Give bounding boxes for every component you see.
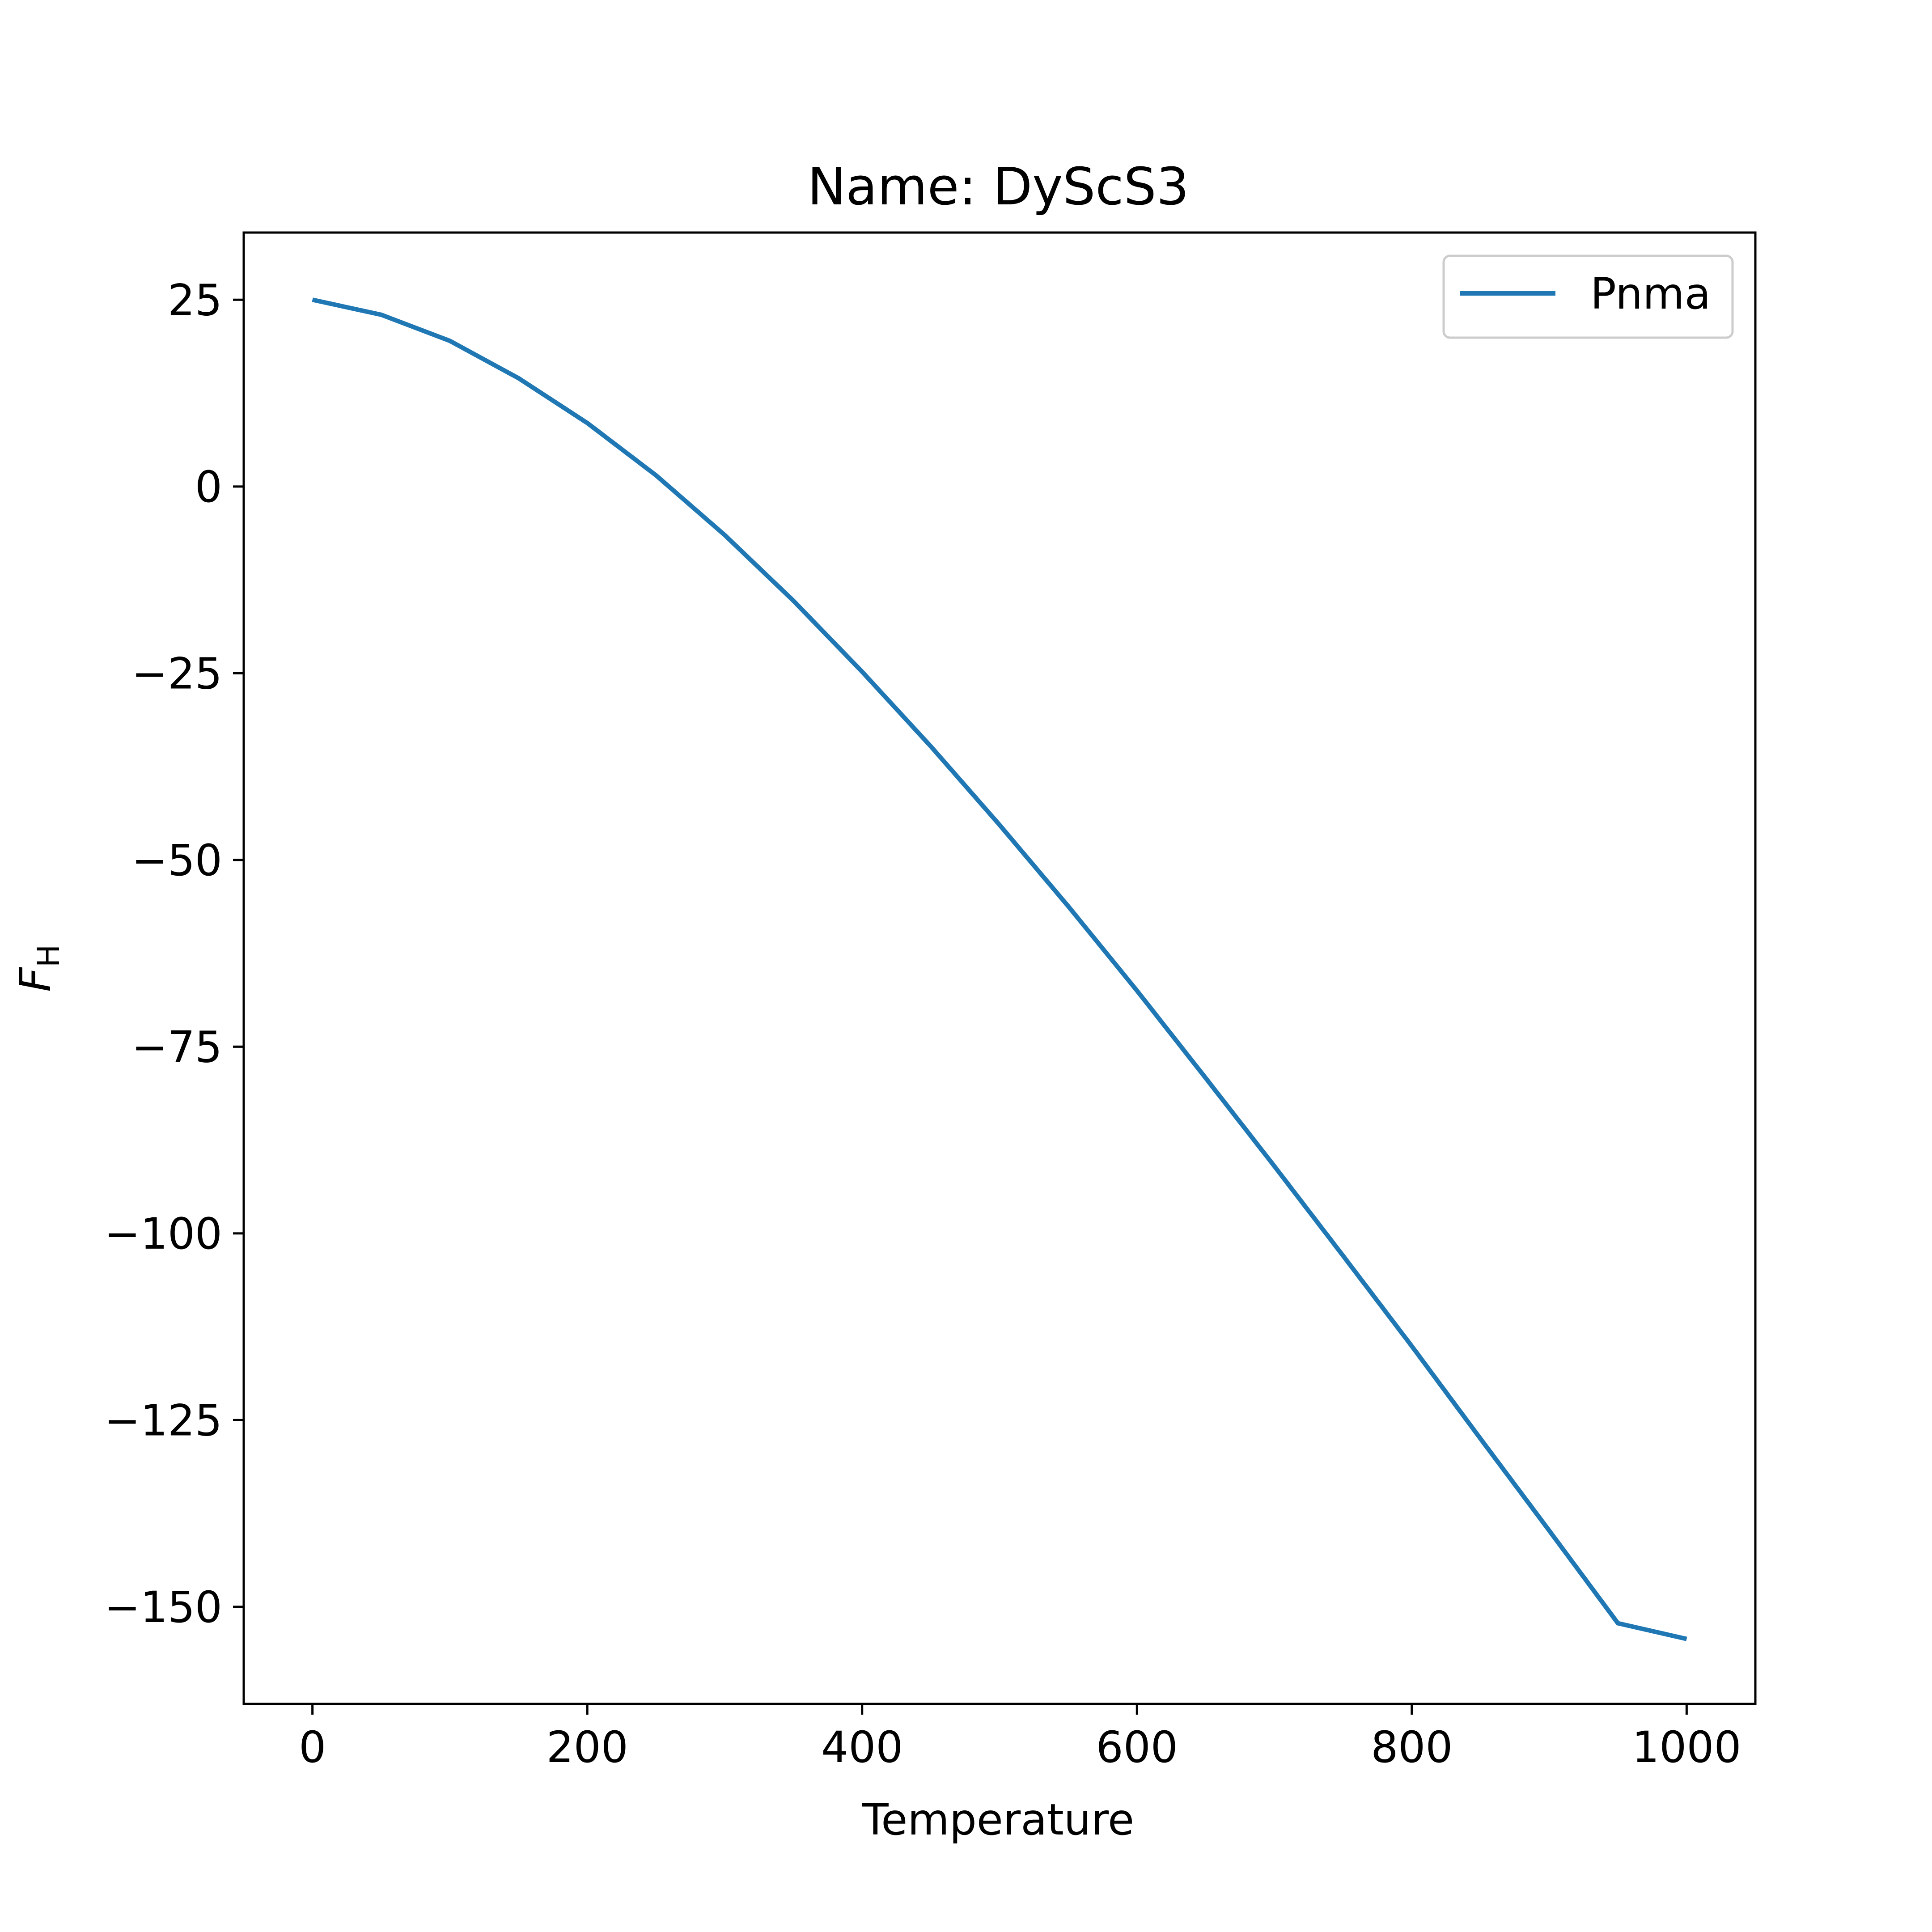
y-tick-label: 0: [195, 462, 222, 512]
y-tick-label: −50: [131, 835, 222, 886]
y-tick-label: −75: [131, 1022, 222, 1072]
x-axis-ticks: 0 200 400 600 800 1000: [299, 1704, 1741, 1772]
y-axis-label-sub: H: [31, 945, 67, 967]
y-axis-label-main: F: [10, 966, 60, 992]
x-tick-label: 400: [821, 1722, 903, 1772]
legend-label-pnma: Pnma: [1590, 269, 1711, 319]
legend: Pnma: [1442, 254, 1734, 339]
y-axis-ticks: 25 0 −25 −50 −75 −100 −125 −150: [104, 275, 244, 1632]
x-tick-label: 800: [1371, 1722, 1453, 1772]
y-tick-label: −100: [104, 1209, 222, 1259]
x-axis-label: Temperature: [862, 1795, 1134, 1845]
y-axis-label: FH: [10, 945, 67, 992]
y-tick-label: −125: [104, 1395, 222, 1445]
legend-box: [1442, 254, 1734, 339]
x-tick-label: 600: [1096, 1722, 1178, 1772]
y-tick-label: 25: [168, 275, 222, 325]
y-tick-label: −150: [104, 1582, 222, 1632]
x-tick-label: 1000: [1632, 1722, 1741, 1772]
x-tick-label: 0: [299, 1722, 326, 1772]
y-tick-label: −25: [131, 648, 222, 699]
x-tick-label: 200: [547, 1722, 628, 1772]
chart-title: Name: DyScS3: [807, 157, 1189, 217]
plot-area: [242, 231, 1757, 1705]
series-line-pnma: [312, 297, 1687, 1641]
plot-frame: [242, 231, 1757, 1705]
